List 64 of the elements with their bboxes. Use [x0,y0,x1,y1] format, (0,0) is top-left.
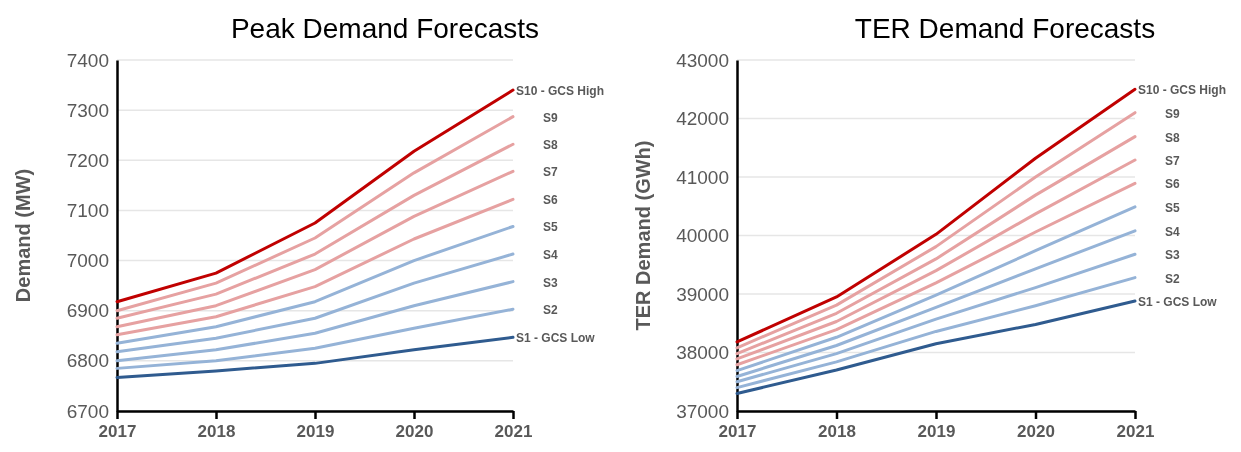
series-label: S1 - GCS Low [1138,295,1218,310]
chart-title: TER Demand Forecasts [854,13,1156,44]
x-tick-label: 2021 [494,422,533,442]
series-label: S10 - GCS High [516,84,605,99]
x-tick-label: 2018 [197,422,236,442]
y-tick-label: 7200 [66,149,109,171]
text: S6 [1165,177,1180,192]
line-series [735,205,1137,373]
text: S9 [1165,106,1180,121]
line-series [735,252,1137,384]
x-tick-label: 2017 [98,422,137,442]
text: S8 [1165,130,1180,145]
y-tick-label: 7300 [66,99,109,121]
text: S4 [1165,224,1180,239]
text: S6 [543,193,558,208]
line-series [115,169,515,329]
line-series [115,224,515,345]
text: S2 [543,303,558,318]
line-series [115,280,515,363]
text: S7 [1165,154,1180,169]
text: S5 [543,220,558,235]
x-tick-label: 2020 [395,422,434,442]
x-tick-label: 2019 [917,422,956,442]
y-tick-label: 39000 [676,283,729,305]
line-series [735,276,1137,390]
y-tick-label: 43000 [676,49,729,71]
x-tick-label: 2017 [718,422,757,442]
line-series [115,307,515,370]
text: S5 [1165,200,1180,215]
x-tick-label: 2021 [1116,422,1155,442]
line-series [115,252,515,354]
y-tick-label: 7000 [66,250,109,272]
y-axis-title: TER Demand (GWh) [632,140,654,331]
y-tick-label: 40000 [676,225,729,247]
line-series [735,299,1137,395]
line-series [735,229,1137,378]
y-axis-title: Demand (MW) [12,168,34,303]
line-series [115,335,515,379]
y-tick-label: 41000 [676,166,729,188]
line-series [115,115,515,313]
y-tick-label: 7400 [66,49,109,71]
text: S8 [543,138,558,153]
line-series [115,197,515,337]
text: S7 [543,165,558,180]
y-tick-label: 6800 [66,350,109,372]
line-series [115,142,515,320]
text: S3 [543,275,558,290]
text: S4 [543,248,558,263]
line-series [115,88,515,304]
x-tick-label: 2018 [818,422,856,442]
series-label: S1 - GCS Low [516,331,596,346]
x-tick-label: 2020 [1017,422,1055,442]
x-tick-label: 2019 [296,422,335,442]
y-tick-label: 38000 [676,342,729,364]
text: S3 [1165,248,1180,263]
y-tick-label: 6900 [66,300,109,322]
chart-title: Peak Demand Forecasts [230,13,540,44]
y-tick-label: 42000 [676,108,729,130]
series-label: S10 - GCS High [1138,83,1227,98]
text: S9 [543,110,558,125]
text: S2 [1165,271,1180,286]
y-tick-label: 37000 [676,400,729,422]
y-tick-label: 7100 [66,200,109,222]
y-tick-label: 6700 [66,400,109,422]
